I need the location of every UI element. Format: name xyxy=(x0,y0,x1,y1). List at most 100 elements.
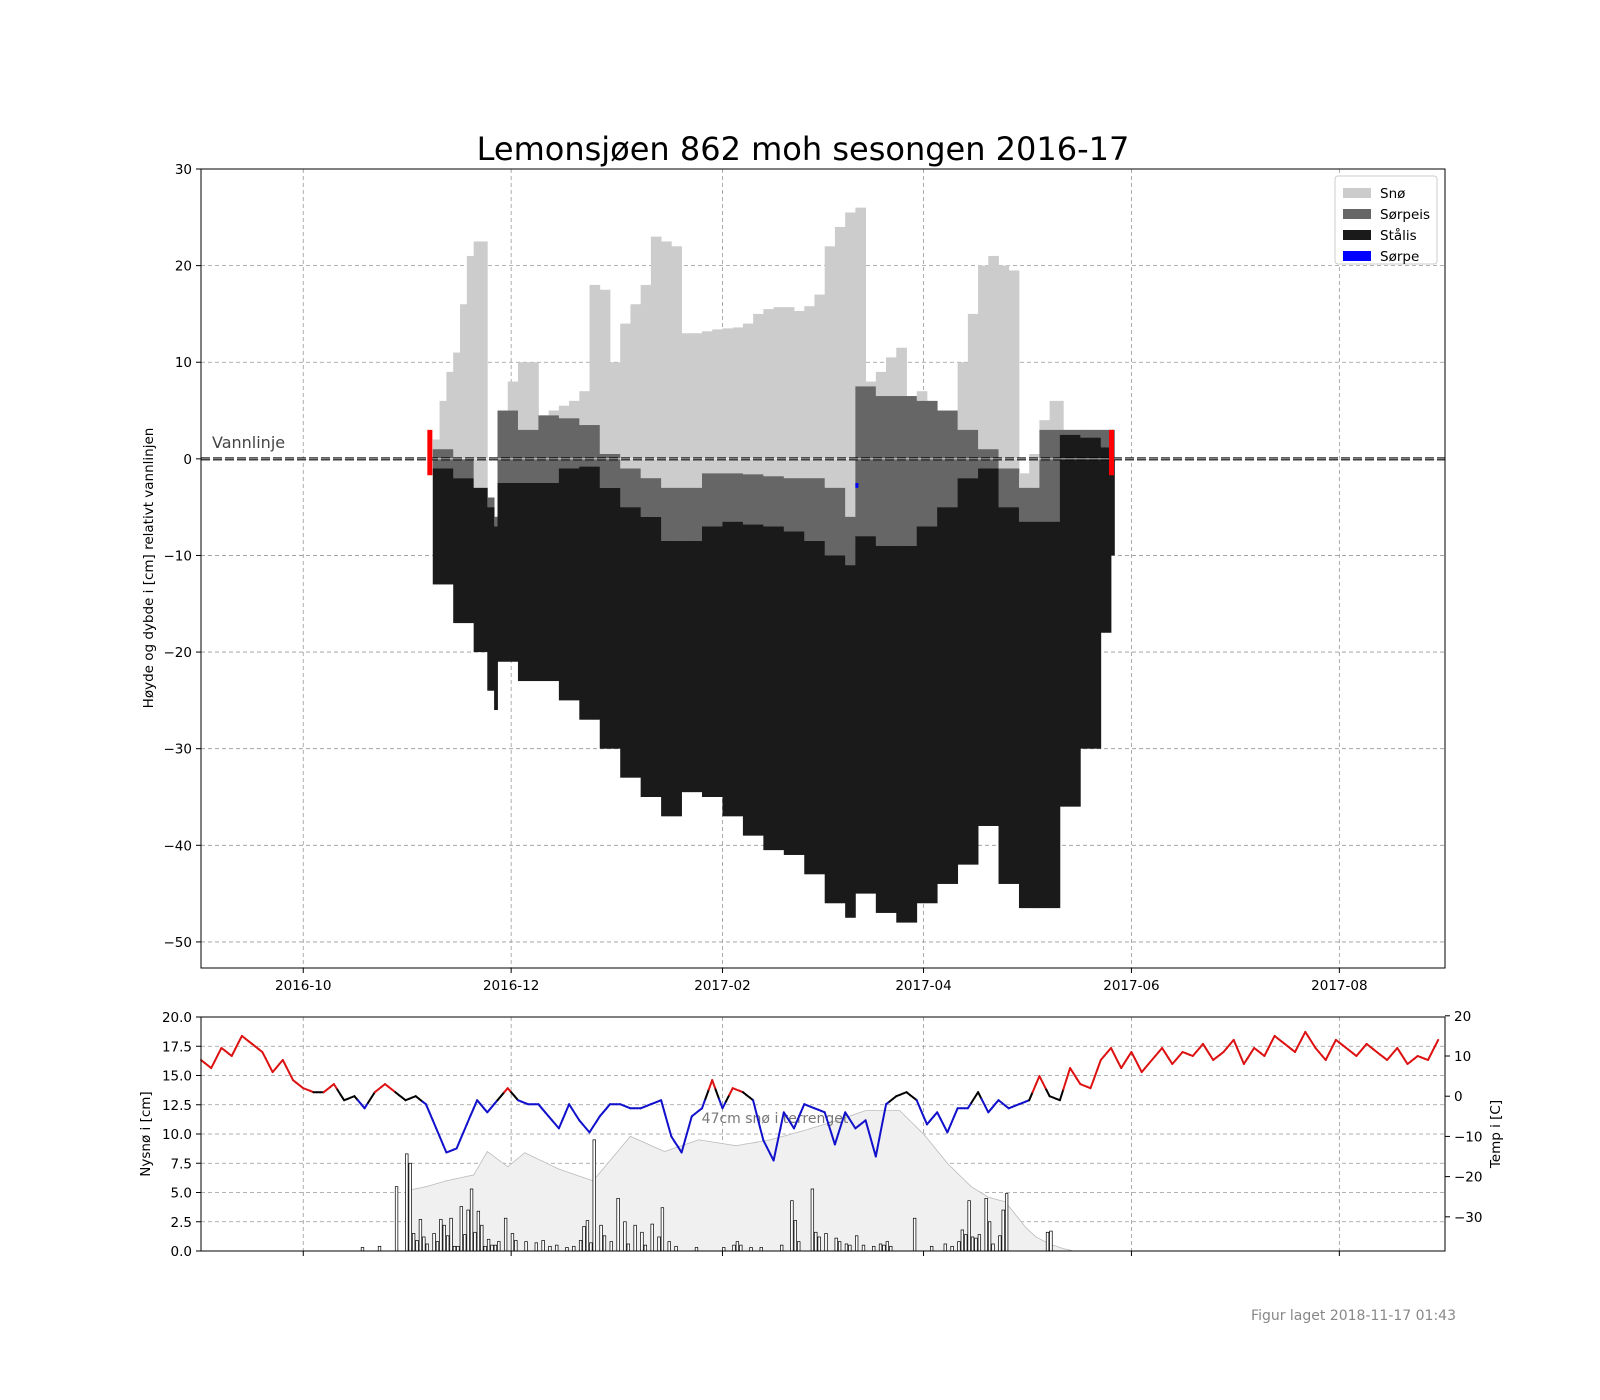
temp-segment xyxy=(1430,1045,1436,1055)
black-ice-bar xyxy=(698,540,703,793)
y-tick-label: 15.0 xyxy=(162,1069,192,1085)
black-ice-bar xyxy=(552,482,556,682)
slush-ice-bar xyxy=(957,429,962,479)
temp-segment xyxy=(1038,1075,1044,1084)
black-ice-bar xyxy=(715,526,720,797)
temp-segment xyxy=(837,1122,843,1135)
slush-ice-bar xyxy=(609,454,614,488)
weather-x-axis xyxy=(302,1251,1340,1256)
temp-segment xyxy=(1249,1047,1256,1055)
snow-bar xyxy=(892,357,897,397)
black-ice-bar xyxy=(586,466,590,720)
new-snow-bar xyxy=(463,1234,467,1252)
temp-segment xyxy=(1120,1061,1126,1070)
new-snow-bar xyxy=(616,1197,620,1252)
slush-ice-bar xyxy=(742,474,747,525)
slush-ice-bar xyxy=(1063,429,1068,435)
temp-segment xyxy=(281,1059,288,1068)
slush-ice-bar xyxy=(807,478,812,541)
slush-ice-bar xyxy=(811,478,815,541)
slush-ice-bar xyxy=(790,478,795,532)
black-ice-bar xyxy=(637,507,642,778)
new-snow-bar xyxy=(759,1247,763,1252)
temp-segment xyxy=(847,1116,853,1124)
new-snow-bar xyxy=(572,1245,576,1252)
snow-bar xyxy=(821,294,826,479)
snow-bar xyxy=(725,328,730,474)
temp-segment xyxy=(1202,1042,1208,1051)
slush-ice-bar xyxy=(892,396,897,546)
black-ice-bar xyxy=(1025,521,1030,909)
new-snow-bar xyxy=(599,1224,603,1252)
new-snow-bar xyxy=(848,1244,852,1252)
temp-segment xyxy=(1161,1047,1167,1055)
new-snow-bar xyxy=(452,1245,457,1252)
snow-bar xyxy=(736,327,740,474)
snow-bar xyxy=(722,328,727,474)
black-ice-bar xyxy=(814,540,819,875)
slush-ice-bar xyxy=(586,425,590,467)
snow-bar xyxy=(1046,420,1051,430)
y-tick-label: −50 xyxy=(164,935,193,951)
snow-bar xyxy=(776,307,781,477)
black-ice-bar xyxy=(596,466,601,720)
black-ice-bar xyxy=(722,521,727,817)
temp-segment xyxy=(758,1126,765,1142)
black-ice-bar xyxy=(971,478,976,865)
snow-bar xyxy=(848,212,853,517)
new-snow-bar xyxy=(418,1219,423,1252)
black-ice-bar xyxy=(776,526,781,851)
snow-bar xyxy=(579,391,584,426)
temp-segment xyxy=(459,1131,465,1142)
temp-segment xyxy=(684,1127,690,1142)
snow-bar xyxy=(688,333,693,488)
legend-label: Sørpe xyxy=(1380,249,1419,265)
slush-ice-bar xyxy=(1039,429,1044,522)
new-snow-bar xyxy=(503,1217,508,1252)
black-ice-bar xyxy=(1022,521,1027,909)
snow-bar xyxy=(882,371,887,397)
snow-bar xyxy=(865,381,870,387)
black-ice-bar xyxy=(599,487,604,749)
snow-bar xyxy=(565,405,570,419)
slush-ice-bar xyxy=(1025,487,1030,522)
snow-bar xyxy=(698,333,703,488)
slush-ice-bar xyxy=(698,487,703,541)
black-ice-bar xyxy=(933,526,938,904)
snow-bar xyxy=(575,400,580,419)
slush-ice-bar xyxy=(466,458,471,479)
temp-segment xyxy=(213,1053,219,1063)
black-ice-bar xyxy=(500,482,505,662)
temp-segment xyxy=(660,1099,666,1114)
black-ice-bar xyxy=(627,507,631,778)
snow-bar xyxy=(466,255,471,459)
black-ice-bar xyxy=(1080,437,1085,749)
temp-segment xyxy=(953,1107,959,1118)
slush-ice-bar xyxy=(869,386,873,537)
temp-segment xyxy=(868,1131,874,1146)
black-ice-bar xyxy=(998,507,1003,884)
snow-bar xyxy=(572,400,577,419)
snow-bar xyxy=(759,313,764,475)
snow-bar xyxy=(640,284,645,479)
black-ice-bar xyxy=(1083,437,1088,749)
slush-ice-bar xyxy=(930,400,935,527)
snow-bar xyxy=(923,391,928,401)
slush-ice-bar xyxy=(722,473,727,522)
temp-segment xyxy=(779,1111,785,1130)
new-snow-bar xyxy=(824,1233,828,1252)
temp-segment xyxy=(336,1088,342,1096)
temp-segment xyxy=(1035,1075,1041,1086)
slush-ice-bar xyxy=(678,487,682,541)
new-snow-bar xyxy=(964,1234,968,1252)
black-ice-bar xyxy=(851,565,856,918)
temp-segment xyxy=(469,1107,475,1118)
snow-bar xyxy=(794,311,798,479)
slush-ice-bar xyxy=(909,396,914,546)
x-tick-label: 2017-04 xyxy=(895,978,951,994)
black-ice-bar xyxy=(589,466,594,720)
slush-ice-bar xyxy=(548,415,553,483)
temp-segment xyxy=(728,1087,734,1096)
slush-ice-bar xyxy=(1073,429,1078,435)
black-ice-bar xyxy=(756,524,761,836)
